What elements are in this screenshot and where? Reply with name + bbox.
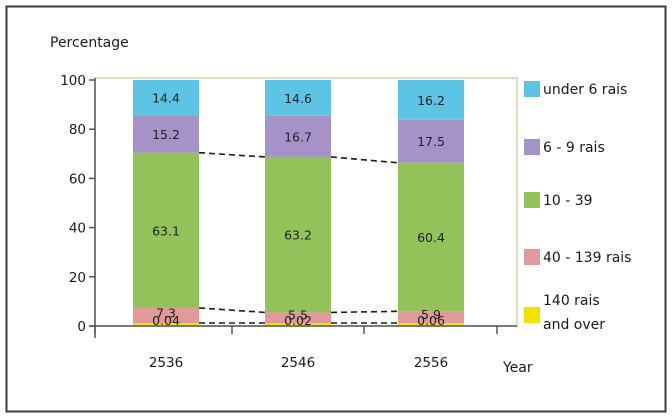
legend-label-under-6-rais: under 6 rais [543, 82, 627, 98]
y-tick-label-80: 80 [69, 122, 86, 138]
x-tick-label-2546: 2546 [281, 355, 315, 371]
bar-segment-2536-6-9-rais [133, 115, 199, 153]
y-tick-label-100: 100 [60, 73, 86, 89]
bars-layer [133, 80, 464, 326]
segment-label-2556-40-139-rais: 5.9 [421, 307, 441, 322]
bar-segment-2556-10-39 [398, 162, 464, 312]
legend-swatch-6-9-rais [524, 139, 540, 155]
connector-line-2536-2546 [198, 307, 266, 314]
bar-segment-2546-6-9-rais [265, 115, 331, 157]
bar-segment-2536-10-39 [133, 152, 199, 308]
legend-label-line: and over [543, 317, 605, 333]
y-tick-label-0: 0 [77, 319, 86, 335]
x-axis-title: Year [502, 360, 533, 376]
bar-segment-2556-140-rais-and-over [398, 323, 464, 326]
legend-swatch-40-139-rais [524, 249, 540, 265]
segment-label-2546-under-6-rais: 14.6 [284, 91, 312, 106]
bar-segment-2546-under-6-rais [265, 80, 331, 116]
segment-label-2536-under-6-rais: 14.4 [152, 91, 180, 106]
bar-segment-2556-40-139-rais [398, 311, 464, 323]
segment-label-2556-6-9-rais: 17.5 [417, 134, 445, 149]
axes: 0 20 40 60 80 100 2536 2546 2556 [60, 73, 517, 371]
legend-swatch-140-rais-and-over [524, 307, 540, 323]
segment-label-2536-10-39: 63.1 [152, 223, 180, 238]
segment-label-2546-6-9-rais: 16.7 [284, 129, 312, 144]
y-tick-label-60: 60 [69, 171, 86, 187]
legend-label-6-9-rais: 6 - 9 rais [543, 140, 605, 156]
y-axis-title: Percentage [50, 35, 129, 51]
bar-segment-2536-under-6-rais [133, 80, 199, 116]
connector-line-2536-2546 [198, 151, 266, 158]
segment-label-2536-6-9-rais: 15.2 [152, 127, 180, 142]
x-tick-label-2556: 2556 [414, 355, 448, 371]
bar-segment-2546-40-139-rais [265, 312, 331, 323]
bar-segment-2536-140-rais-and-over [133, 323, 199, 326]
connector-line-2546-2556 [330, 156, 399, 164]
connector-lines [198, 151, 399, 324]
bar-segment-2546-10-39 [265, 156, 331, 313]
y-tick-label-40: 40 [69, 221, 86, 237]
segment-label-2546-40-139-rais: 5.5 [288, 308, 308, 323]
legend-label-line: 140 rais [543, 293, 600, 309]
segment-label-2536-40-139-rais: 7.3 [156, 305, 176, 320]
legend-swatch-under-6-rais [524, 81, 540, 97]
segment-labels: 0.047.3 63.1 15.2 14.4 0.025.5 63.2 16.7 14.6 0.… [152, 91, 445, 328]
segment-label-2556-10-39: 60.4 [417, 230, 445, 245]
bar-segment-2556-6-9-rais [398, 119, 464, 163]
segment-label-2546-10-39: 63.2 [284, 228, 312, 243]
bar-segment-2556-under-6-rais [398, 80, 464, 120]
y-tick-label-20: 20 [69, 270, 86, 286]
legend-swatch-10-39 [524, 192, 540, 208]
segment-label-2556-140-rais-and-over: 0.06 [417, 313, 445, 328]
bar-segment-2536-40-139-rais [133, 307, 199, 323]
legend-label-10-39: 10 - 39 [543, 193, 593, 209]
segment-label-2536-140-rais-and-over: 0.04 [152, 313, 180, 328]
segment-label-2556-under-6-rais: 16.2 [417, 93, 445, 108]
bar-segment-2546-140-rais-and-over [265, 323, 331, 326]
segment-label-2546-140-rais-and-over: 0.02 [284, 313, 312, 328]
legend: under 6 rais 6 - 9 rais 10 - 39 40 - 139 ra… [524, 81, 631, 333]
connector-line-2546-2556 [330, 310, 399, 314]
x-tick-label-2536: 2536 [149, 355, 183, 371]
legend-label-40-139-rais: 40 - 139 rais [543, 250, 631, 266]
legend-label-140-rais-and-over: 140 rais and over [543, 293, 605, 333]
